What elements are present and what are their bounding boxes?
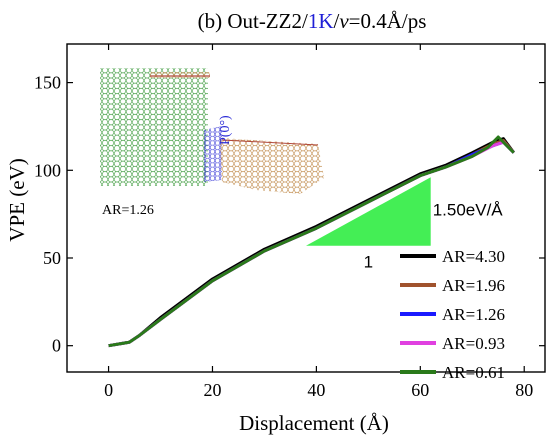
inset-blue-junction (204, 126, 222, 182)
inset-green-sheet (100, 68, 208, 186)
axes-group: 0 20 40 60 80 0 50 100 150 (34, 43, 546, 400)
inset-brown-top-edge (221, 139, 319, 146)
x-tick-label-0: 0 (104, 380, 113, 400)
legend-label-0: AR=4.30 (442, 247, 505, 266)
legend: AR=4.30 AR=1.96 AR=1.26 AR=0.93 AR=0.61 (400, 247, 505, 382)
legend-label-2: AR=1.26 (442, 305, 505, 324)
x-tick-label-3: 60 (411, 380, 429, 400)
plot-frame (66, 43, 546, 373)
x-axis-label: Displacement (Å) (239, 411, 389, 435)
y-tick-label-2: 100 (34, 160, 61, 180)
inset-angle-label: P(0°) (218, 115, 233, 145)
chart-title: (b) Out-ZZ2/1K/v=0.4Å/ps (198, 9, 427, 33)
slope-triangle-group: 1.50eV/Å 1 (306, 177, 504, 272)
inset-ar-label: AR=1.26 (102, 203, 154, 218)
inset-structure: AR=1.26 P(0°) (100, 68, 324, 218)
y-tick-label-1: 50 (43, 248, 61, 268)
x-tick-label-1: 20 (203, 380, 221, 400)
inset-brown-sheet (220, 138, 324, 194)
series-line-4 (108, 135, 515, 348)
title-part-5: =0.4Å/ps (349, 9, 427, 33)
x-tick-label-2: 40 (307, 380, 325, 400)
x-tick-label-4: 80 (515, 380, 533, 400)
legend-label-4: AR=0.61 (442, 363, 505, 382)
run-label: 1 (364, 253, 373, 272)
title-part-3: / (333, 9, 339, 33)
title-part-2: 1K (308, 9, 334, 33)
slope-label: 1.50eV/Å (433, 201, 504, 220)
y-tick-label-3: 150 (34, 73, 61, 93)
title-part-1: (b) Out-ZZ2/ (198, 9, 308, 33)
y-axis-label: VPE (eV) (5, 158, 29, 241)
y-tick-label-0: 0 (52, 336, 61, 356)
series-group (108, 135, 516, 348)
inset-brown-edge (150, 72, 210, 78)
title-part-4: v (339, 9, 349, 33)
slope-triangle (306, 177, 431, 246)
legend-label-3: AR=0.93 (442, 334, 505, 353)
legend-label-1: AR=1.96 (442, 276, 505, 295)
